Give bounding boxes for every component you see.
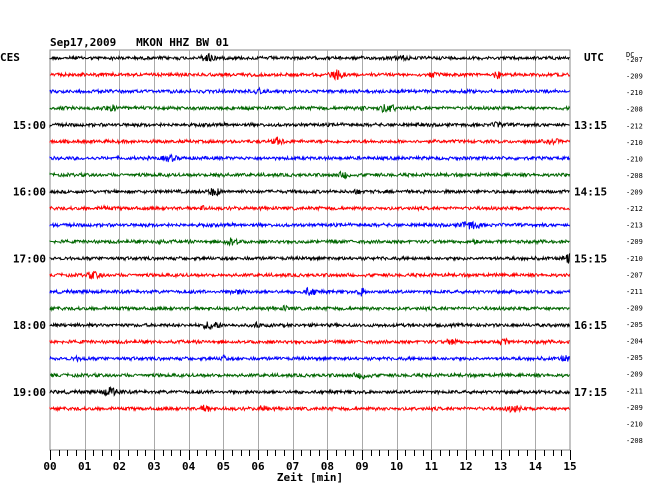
hour-labels: 15:00 16:00 17:00 18:00 19:00 13:15 14:15 15:15…	[13, 119, 607, 399]
x-tick-label: 00	[43, 460, 56, 473]
seismic-trace	[49, 104, 571, 114]
right-timezone-label: UTC	[584, 51, 604, 64]
x-tick-label: 04	[182, 460, 196, 473]
x-axis-ticks: 00 01 02 03 04 05 06 07 08 09 10 11 12 13 14 15	[43, 450, 577, 473]
x-tick-label: 14	[529, 460, 543, 473]
right-hour-label: 13:15	[574, 119, 607, 132]
x-tick-label: 01	[78, 460, 92, 473]
seismic-trace	[49, 320, 571, 331]
dc-value: -209	[626, 73, 643, 81]
x-tick-label: 08	[321, 460, 334, 473]
right-hour-label: 17:15	[574, 386, 607, 399]
x-tick-label: 07	[286, 460, 299, 473]
seismic-trace	[49, 371, 571, 380]
seismic-trace	[49, 136, 571, 146]
x-tick-label: 11	[425, 460, 439, 473]
left-hour-label: 16:00	[13, 186, 46, 199]
seismic-trace	[49, 253, 571, 264]
right-hour-label: 14:15	[574, 186, 607, 199]
x-tick-label: 10	[390, 460, 403, 473]
dc-value: -211	[626, 288, 643, 296]
x-tick-label: 05	[217, 460, 230, 473]
left-hour-label: 15:00	[13, 119, 46, 132]
dc-value: -208	[626, 437, 643, 445]
chart-title: Sep17,2009 MKON HHZ BW 01	[50, 36, 229, 49]
dc-value: -209	[626, 304, 643, 312]
dc-header: DC	[626, 51, 634, 59]
dc-value: -213	[626, 222, 643, 230]
right-hour-label: 15:15	[574, 252, 607, 265]
seismic-trace	[49, 304, 570, 313]
dc-value: -212	[626, 122, 643, 130]
seismic-trace	[49, 204, 570, 212]
left-hour-label: 17:00	[13, 252, 46, 265]
left-hour-label: 19:00	[13, 386, 46, 399]
seismic-trace	[49, 86, 570, 95]
dc-value: -208	[626, 106, 643, 114]
dc-value: -207	[626, 271, 643, 279]
seismic-trace	[49, 120, 570, 129]
seismic-trace	[49, 153, 571, 163]
chart-labels: Sep17,2009 MKON HHZ BW 01 CES UTC DC Zei…	[0, 36, 634, 484]
seismic-trace	[49, 187, 570, 197]
dc-value: -211	[626, 387, 643, 395]
dc-value: -209	[626, 238, 643, 246]
x-tick-label: 09	[355, 460, 368, 473]
dc-value: -210	[626, 155, 643, 163]
x-tick-label: 03	[147, 460, 160, 473]
dc-value: -205	[626, 321, 643, 329]
seismic-trace	[49, 170, 571, 180]
seismic-traces	[49, 52, 571, 414]
grid-lines	[49, 49, 571, 451]
dc-value: -210	[626, 255, 643, 263]
dc-value: -209	[626, 189, 643, 197]
seismic-trace	[49, 237, 570, 247]
left-hour-label: 18:00	[13, 319, 46, 332]
dc-value: -212	[626, 205, 643, 213]
dc-value: -208	[626, 172, 643, 180]
seismic-trace	[49, 404, 570, 414]
x-axis-label: Zeit [min]	[277, 471, 343, 484]
dc-value: -204	[626, 338, 643, 346]
dc-value: -210	[626, 139, 643, 147]
dc-value: -210	[626, 89, 643, 97]
right-hour-label: 16:15	[574, 319, 607, 332]
dc-value: -210	[626, 420, 643, 428]
seismic-trace	[49, 354, 571, 363]
x-tick-label: 12	[459, 460, 472, 473]
seismic-trace	[49, 220, 571, 230]
dc-values: -207 -209 -210 -208 -212 -210 -210 -208 -209 -212…	[626, 56, 643, 445]
dc-value: -205	[626, 354, 643, 362]
x-tick-label: 15	[563, 460, 576, 473]
seismic-trace	[49, 69, 571, 81]
x-tick-label: 02	[113, 460, 126, 473]
seismic-trace	[49, 270, 571, 280]
x-tick-label: 06	[251, 460, 265, 473]
seismic-trace	[49, 286, 571, 297]
dc-value: -207	[626, 56, 643, 64]
dc-value: -209	[626, 371, 643, 379]
seismic-trace	[49, 385, 571, 397]
dc-value: -209	[626, 404, 643, 412]
x-tick-label: 13	[494, 460, 507, 473]
seismic-trace	[49, 52, 570, 63]
seismic-trace	[49, 337, 570, 346]
left-timezone-label: CES	[0, 51, 20, 64]
